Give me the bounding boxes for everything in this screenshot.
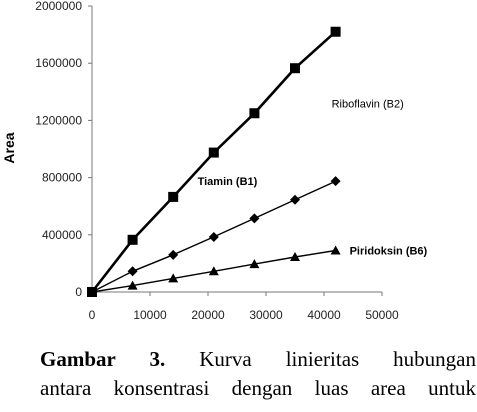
- diamond-marker: [168, 249, 179, 260]
- linearity-chart: 0 10000 20000 30000 40000 50000 0 400000 800000 1…: [1, 0, 428, 322]
- series-labels: Riboflavin (B2) Tiamin (B1) Piridoksin (B6…: [198, 99, 428, 258]
- axes: [88, 5, 383, 296]
- triangle-marker: [127, 280, 138, 290]
- triangle-marker: [208, 266, 219, 276]
- x-tick-label: 0: [89, 308, 96, 322]
- y-tick-label: 400000: [42, 228, 82, 242]
- y-tick-label: 2000000: [35, 0, 82, 13]
- triangle-marker: [290, 251, 300, 261]
- square-marker: [330, 26, 341, 37]
- x-tick-label: 40000: [307, 308, 341, 322]
- figure-caption: Gambar 3. Kurva linieritas hubungan anta…: [40, 345, 476, 403]
- diamond-marker: [127, 266, 138, 277]
- series-label: Tiamin (B1): [198, 176, 258, 188]
- caption-line-1: Gambar 3. Kurva linieritas hubungan: [40, 345, 476, 374]
- y-tick-label: 1600000: [35, 56, 82, 70]
- diamond-marker: [208, 231, 219, 242]
- square-marker: [249, 108, 260, 119]
- y-axis-title: Area: [1, 132, 17, 163]
- triangle-marker: [330, 245, 341, 255]
- x-tick-label: 50000: [365, 308, 399, 322]
- square-marker: [168, 191, 179, 202]
- square-marker: [208, 147, 219, 158]
- caption-line-1-text: Kurva linieritas hubungan: [199, 347, 477, 371]
- x-tick-label: 20000: [191, 308, 225, 322]
- square-marker: [290, 63, 300, 74]
- x-tick-label: 30000: [249, 308, 283, 322]
- tick-labels: 0 10000 20000 30000 40000 50000 0 400000 800000 1…: [35, 0, 399, 322]
- y-tick-label: 800000: [42, 171, 82, 185]
- diamond-marker: [290, 194, 300, 205]
- series-label: Piridoksin (B6): [350, 246, 428, 258]
- diamond-marker: [249, 213, 260, 224]
- y-tick-label: 1200000: [35, 113, 82, 127]
- caption-label: Gambar 3.: [40, 347, 166, 371]
- triangle-marker: [168, 273, 179, 283]
- caption-line-2: antara konsentrasi dengan luas area untu…: [40, 376, 476, 400]
- series-label: Riboflavin (B2): [332, 99, 404, 111]
- x-tick-label: 10000: [133, 308, 167, 322]
- square-marker: [127, 234, 138, 245]
- triangle-marker: [87, 287, 97, 296]
- triangle-marker: [249, 259, 260, 269]
- diamond-marker: [330, 176, 341, 187]
- series-markers: [87, 26, 341, 297]
- y-tick-label: 0: [75, 285, 82, 299]
